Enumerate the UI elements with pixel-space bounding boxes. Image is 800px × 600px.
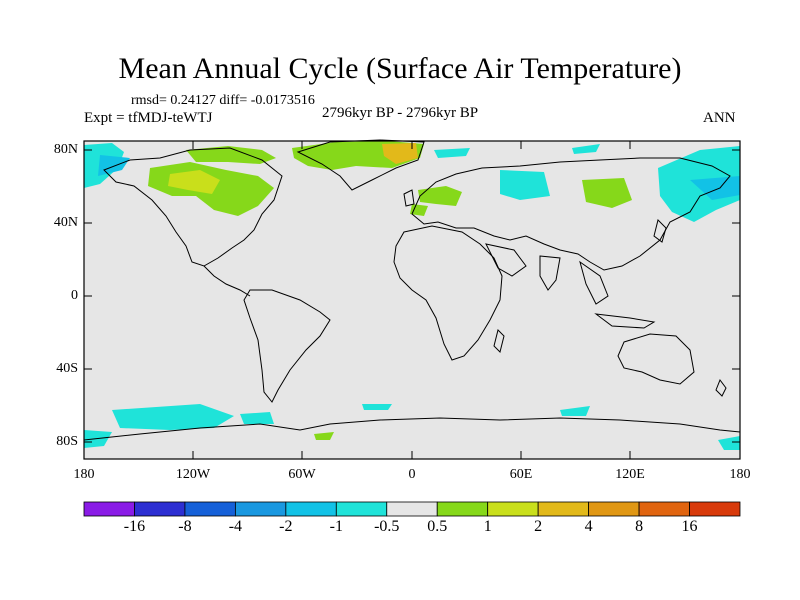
coast-southeast-asia <box>579 260 609 305</box>
coast-antarctica <box>83 417 741 441</box>
colorbar-label: 2 <box>534 518 543 535</box>
period-label: 2796kyr BP - 2796kyr BP <box>322 105 479 121</box>
colorbar-box <box>487 501 539 517</box>
coast-india <box>539 255 561 291</box>
season-label: ANN <box>703 110 736 126</box>
lat-label-80s: 80S <box>56 434 78 449</box>
colorbar-box <box>436 501 489 517</box>
colorbar-box <box>638 501 690 517</box>
colorbar-label: 16 <box>681 518 698 535</box>
patch-arctic-canada-warm <box>186 146 276 164</box>
anomaly-patches <box>84 141 740 450</box>
lon-label-180w: 180 <box>73 467 95 482</box>
coast-uk <box>403 189 415 207</box>
experiment-label: Expt = tfMDJ-teWTJ <box>84 110 213 126</box>
lat-label-40n: 40N <box>53 215 78 230</box>
colorbar-label: 8 <box>635 518 644 535</box>
coast-new-zealand <box>715 378 727 397</box>
lat-label-0: 0 <box>71 288 78 303</box>
patch-barents-cool <box>500 170 550 200</box>
colorbar-box <box>234 501 287 517</box>
patch-canada-warm-core <box>168 170 220 194</box>
coast-arabia <box>485 243 527 277</box>
patch-ross-warm <box>314 432 334 440</box>
patch-north-atlantic-cool <box>572 144 600 154</box>
patch-southern-cool-small2 <box>362 404 392 410</box>
colorbar-box <box>537 501 590 517</box>
patch-arctic-cool-small <box>434 148 470 158</box>
patch-antarctic-cool-right <box>718 436 740 450</box>
patch-east-siberia-cool <box>690 176 740 200</box>
coast-madagascar <box>493 329 505 353</box>
colorbar-box <box>689 501 741 517</box>
lon-label-180e: 180 <box>729 467 751 482</box>
lon-label-120w: 120W <box>175 467 211 482</box>
lon-label-60w: 60W <box>288 467 316 482</box>
colorbar-label: -1 <box>329 518 343 535</box>
patch-europe-warm <box>410 204 428 216</box>
stats-text: rmsd= 0.24127 diff= -0.0173516 <box>131 93 315 108</box>
colorbar-label: -2 <box>279 518 293 535</box>
coast-south-america <box>243 289 331 403</box>
lat-label-40s: 40S <box>56 361 78 376</box>
colorbar-label: -4 <box>228 518 243 535</box>
colorbar-box <box>83 501 135 517</box>
colorbar-label: 1 <box>483 518 492 535</box>
colorbar-box <box>184 501 236 517</box>
patch-antarctic-cool-west2 <box>240 412 274 424</box>
coast-japan <box>653 219 667 243</box>
colorbar-label: 0.5 <box>427 518 448 535</box>
lon-label-60e: 60E <box>509 467 533 482</box>
colorbar-box <box>134 501 186 517</box>
colorbar-box <box>386 501 438 517</box>
coast-north-america <box>103 147 283 267</box>
colorbar-label: -8 <box>178 518 192 535</box>
colorbar-box <box>335 501 388 517</box>
colorbar-label: 4 <box>584 518 593 535</box>
coast-africa <box>393 225 503 361</box>
colorbar-box <box>285 501 337 517</box>
coast-indonesia <box>594 313 656 329</box>
patch-scandinavia-warm <box>418 186 462 206</box>
chart-title: Mean Annual Cycle (Surface Air Temperatu… <box>118 52 682 85</box>
patch-southern-cool-small <box>560 406 590 416</box>
axis-ticks <box>84 141 740 459</box>
coast-australia <box>617 333 695 385</box>
coast-central-america <box>203 265 251 297</box>
patch-antarctic-cool-west <box>112 404 234 430</box>
patch-greenland-warm-core <box>382 143 418 164</box>
lon-label-0: 0 <box>408 467 416 482</box>
colorbar-label: -0.5 <box>374 518 400 535</box>
colorbar-label: -16 <box>123 518 146 535</box>
colorbar-box <box>588 501 640 517</box>
patch-siberia-warm <box>582 178 632 208</box>
lat-label-80n: 80N <box>53 142 78 157</box>
patch-alaska-cool <box>98 155 130 176</box>
lon-label-120e: 120E <box>615 467 645 482</box>
